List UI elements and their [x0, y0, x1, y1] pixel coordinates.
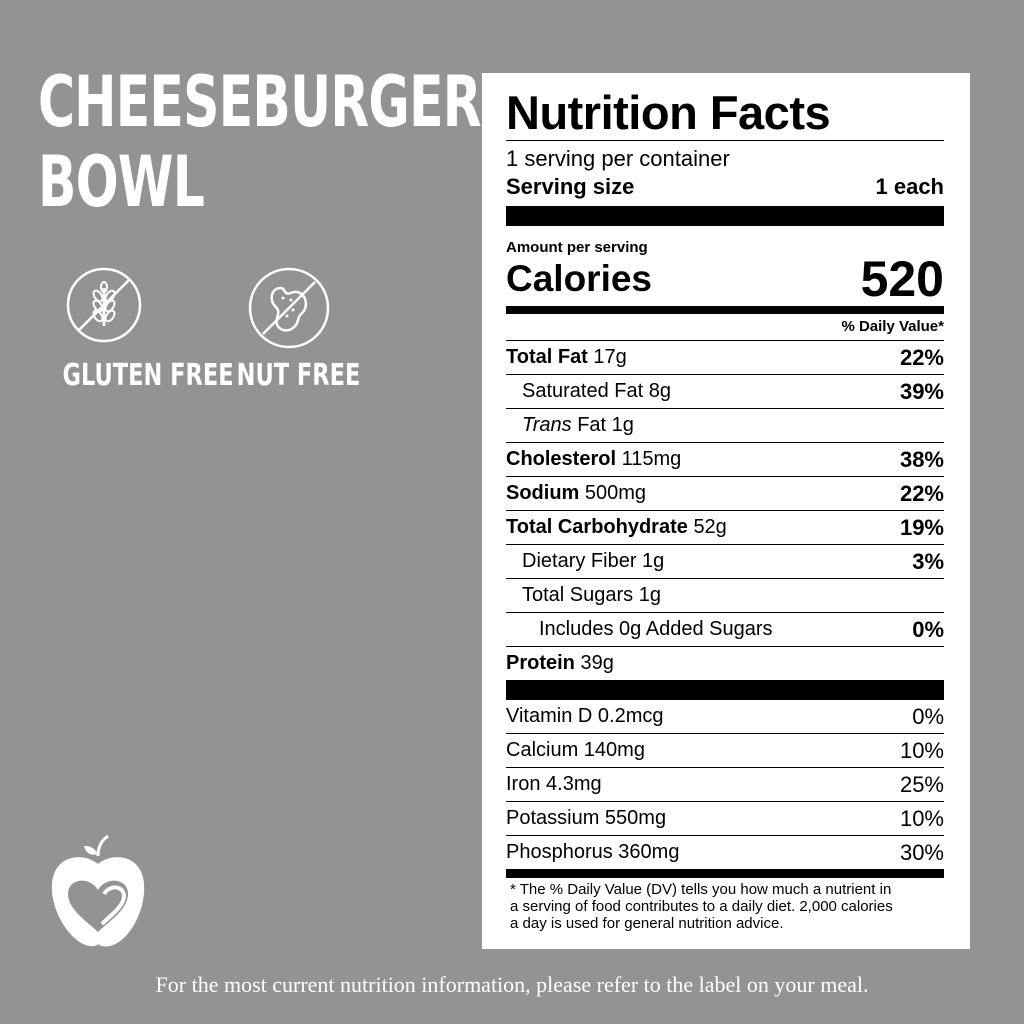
nutrient-label: Fat 1g [577, 414, 634, 436]
vitamin-row: Calcium 140mg 10% [506, 734, 944, 768]
nutrient-label-italic: Trans [522, 414, 572, 436]
vitamin-dv: 30% [899, 839, 944, 865]
nutrient-label: Saturated Fat 8g [522, 380, 671, 402]
badge-gluten-free: GLUTEN FREE [34, 266, 234, 393]
nutrient-dv: 22% [899, 344, 944, 370]
divider-thick [506, 680, 944, 700]
vitamin-dv: 10% [899, 805, 944, 831]
vitamin-label: Phosphorus 360mg [506, 841, 680, 863]
daily-value-header: % Daily Value* [506, 314, 944, 341]
product-title-line1: CHEESEBURGER [38, 61, 482, 143]
nutrient-label: Total Fat [506, 346, 588, 368]
vitamin-dv: 10% [899, 737, 944, 763]
nutrient-row-trans-fat: Trans Fat 1g [506, 409, 944, 443]
nutrition-label-panel: Nutrition Facts 1 serving per container … [482, 73, 970, 949]
nutrient-dv: 22% [899, 480, 944, 506]
nutrient-dv: 39% [899, 378, 944, 404]
nutrient-label: Total Sugars 1g [522, 584, 661, 606]
nutrient-row-saturated-fat: Saturated Fat 8g 39% [506, 375, 944, 409]
calories-label: Calories [506, 258, 653, 299]
nutrient-row-dietary-fiber: Dietary Fiber 1g 3% [506, 545, 944, 579]
vitamin-label: Vitamin D 0.2mcg [506, 705, 664, 727]
divider-medium [506, 869, 944, 878]
vitamin-label: Calcium 140mg [506, 739, 645, 761]
nutrient-row-total-sugars: Total Sugars 1g [506, 579, 944, 613]
nutrient-label: Includes 0g Added Sugars [539, 618, 773, 640]
product-title-line2: BOWL [38, 141, 205, 223]
divider-thick [506, 206, 944, 226]
nutrient-amount: 17g [593, 346, 627, 368]
vitamin-dv: 25% [899, 771, 944, 797]
amount-per-serving: Amount per serving [506, 239, 648, 256]
divider-medium [506, 306, 944, 314]
calories-value: 520 [860, 251, 944, 307]
servings-per-container: 1 serving per container [506, 146, 730, 171]
footnote-line: a serving of food contributes to a daily… [510, 898, 893, 915]
peanut-crossed-icon [247, 266, 330, 349]
calories-row: Calories 520 [506, 251, 944, 307]
nutrient-label: Total Carbohydrate [506, 516, 688, 538]
vitamin-row: Phosphorus 360mg 30% [506, 836, 944, 869]
vitamin-dv: 0% [912, 703, 944, 729]
nutrient-dv: 3% [912, 548, 944, 574]
nutrient-row-cholesterol: Cholesterol 115mg 38% [506, 443, 944, 477]
nutrient-amount: 52g [693, 516, 727, 538]
vitamin-row: Potassium 550mg 10% [506, 802, 944, 836]
nutrient-label: Dietary Fiber 1g [522, 550, 665, 572]
vitamin-label: Potassium 550mg [506, 807, 667, 829]
nutrient-amount: 115mg [621, 448, 682, 470]
nutrient-dv: 19% [899, 514, 944, 540]
nutrient-row-protein: Protein 39g [506, 647, 944, 680]
nutrient-label: Cholesterol [506, 448, 617, 470]
nutrient-label: Sodium [506, 482, 580, 504]
nutrient-amount: 500mg [584, 482, 647, 504]
nutrient-amount: 39g [580, 652, 614, 674]
nutrient-label: Protein [506, 652, 575, 674]
nutrient-row-added-sugars: Includes 0g Added Sugars 0% [506, 613, 944, 647]
vitamin-label: Iron 4.3mg [506, 773, 602, 795]
serving-size-label: Serving size [506, 174, 635, 199]
nutrient-dv: 0% [912, 616, 944, 642]
product-title: CHEESEBURGER BOWL [38, 61, 482, 223]
vitamin-row: Iron 4.3mg 25% [506, 768, 944, 802]
serving-size: Serving size 1 each [506, 174, 944, 200]
nutrient-row-total-carbohydrate: Total Carbohydrate 52g 19% [506, 511, 944, 545]
footnote-line: a day is used for general nutrition advi… [510, 915, 784, 932]
serving-size-value: 1 each [875, 174, 945, 199]
badge-label: NUT FREE [236, 358, 361, 393]
wheat-crossed-icon [65, 266, 143, 344]
nutrition-facts: Nutrition Facts 1 serving per container … [506, 87, 944, 932]
apple-heart-icon [48, 834, 148, 952]
footer-note: For the most current nutrition informati… [155, 972, 869, 997]
nutrient-row-sodium: Sodium 500mg 22% [506, 477, 944, 511]
nutrition-heading: Nutrition Facts [506, 87, 944, 141]
nutrient-dv: 38% [899, 446, 944, 472]
nutrient-row-total-fat: Total Fat 17g 22% [506, 341, 944, 375]
daily-value-footnote: * The % Daily Value (DV) tells you how m… [506, 878, 944, 932]
vitamin-row: Vitamin D 0.2mcg 0% [506, 700, 944, 734]
footnote-line: * The % Daily Value (DV) tells you how m… [510, 881, 892, 898]
badge-label: GLUTEN FREE [62, 358, 234, 393]
badge-nut-free: NUT FREE [216, 266, 360, 393]
